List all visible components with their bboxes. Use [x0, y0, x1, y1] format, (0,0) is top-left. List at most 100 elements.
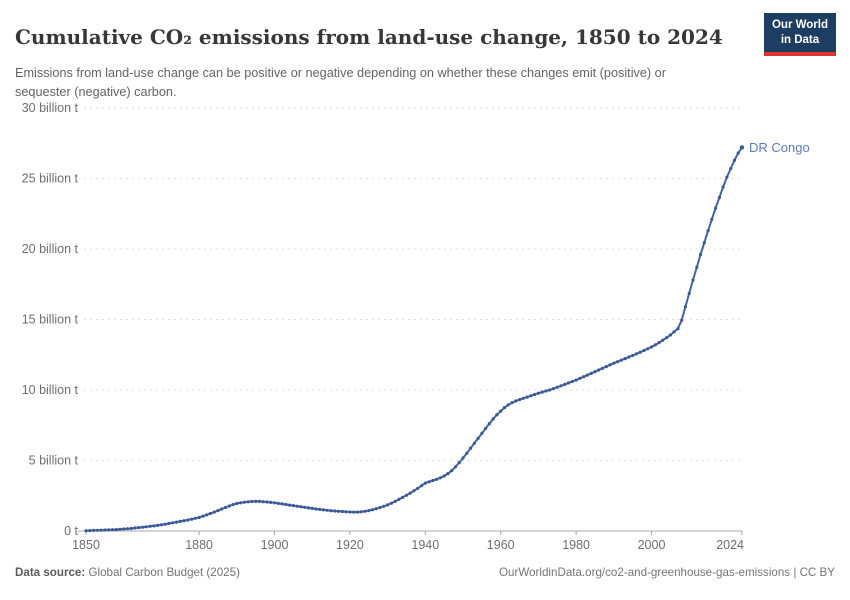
series-markers [84, 145, 744, 533]
x-axis: 1850 1880 1900 1920 1940 1960 1980 2000 2024 [72, 530, 744, 552]
data-point-marker [604, 365, 608, 369]
data-point-marker [506, 403, 510, 407]
data-point-marker [91, 528, 96, 533]
data-point-marker [208, 511, 212, 516]
data-point-marker [363, 509, 367, 513]
data-source-label: Data source: [15, 566, 86, 579]
data-point-marker [329, 509, 333, 513]
data-point-marker [702, 241, 706, 245]
data-point-marker [378, 506, 382, 510]
x-axis-tick-label: 1980 [562, 538, 590, 552]
data-point-marker [653, 343, 657, 347]
citation-link[interactable]: OurWorldinData.org/co2-and-greenhouse-ga… [499, 566, 791, 579]
data-point-marker [582, 375, 586, 379]
data-point-marker [623, 357, 627, 361]
data-point-marker [212, 510, 216, 514]
data-point-marker [156, 523, 160, 528]
data-point-marker [348, 510, 352, 514]
data-point-marker [137, 526, 141, 530]
data-point-marker [284, 502, 288, 507]
data-point-marker [182, 519, 186, 523]
data-point-marker [125, 527, 130, 531]
data-point-marker [638, 350, 642, 354]
chart-title: Cumulative CO₂ emissions from land-use c… [15, 25, 723, 50]
data-point-marker [427, 480, 431, 484]
data-point-marker [95, 528, 99, 532]
data-point-marker [567, 381, 571, 385]
data-point-marker [114, 528, 118, 532]
data-point-marker [223, 505, 228, 510]
data-point-marker [235, 501, 239, 506]
entity-label[interactable]: DR Congo [749, 140, 810, 155]
series-line[interactable] [85, 146, 743, 532]
data-point-marker [163, 522, 167, 526]
data-point-marker [310, 506, 314, 510]
data-point-marker [510, 401, 514, 405]
data-point-marker [254, 499, 258, 503]
x-axis-tick-label: 1920 [336, 538, 364, 552]
data-point-marker [589, 371, 593, 375]
data-point-marker [190, 517, 194, 521]
data-point-marker [303, 505, 307, 509]
data-point-marker [118, 527, 122, 531]
data-point-marker [665, 336, 669, 340]
data-point-marker [597, 368, 601, 372]
license-link[interactable]: CC BY [799, 566, 835, 579]
data-point-marker [525, 395, 529, 399]
data-point-marker [99, 528, 103, 532]
data-point-marker [559, 384, 563, 388]
x-axis-tick-label: 2024 [716, 538, 744, 552]
data-point-marker [107, 528, 111, 532]
data-point-marker [457, 461, 461, 465]
citation-separator: | [790, 566, 800, 579]
data-point-marker [529, 394, 533, 398]
data-point-marker [706, 229, 710, 233]
data-point-marker [325, 508, 329, 512]
data-point-marker [220, 507, 224, 511]
data-point-marker [668, 333, 673, 337]
data-point-marker [306, 506, 310, 510]
data-point-marker [536, 391, 541, 395]
data-point-marker [555, 385, 559, 389]
data-point-marker [186, 518, 190, 522]
data-point-marker [110, 528, 114, 532]
data-point-marker [465, 451, 469, 455]
data-point-marker [389, 501, 393, 505]
data-point-marker [574, 378, 578, 382]
data-point-marker [676, 327, 680, 331]
data-point-marker [239, 501, 243, 505]
x-axis-tick-label: 1900 [261, 538, 289, 552]
data-point-marker [246, 500, 250, 504]
data-point-marker [393, 499, 397, 503]
series-dr-congo[interactable]: DR Congo [84, 140, 810, 533]
data-point-marker [491, 417, 495, 421]
data-point-marker [683, 305, 688, 309]
x-axis-tick-label: 1850 [72, 538, 100, 552]
data-point-marker [261, 500, 265, 504]
data-point-marker [469, 446, 473, 450]
data-point-marker [133, 526, 137, 530]
data-point-marker [627, 355, 631, 359]
data-point-marker [197, 515, 201, 520]
data-point-marker [201, 514, 205, 518]
y-axis-tick-label: 30 billion t [22, 101, 79, 115]
data-point-marker [544, 389, 548, 393]
y-axis-tick-label: 15 billion t [22, 313, 79, 327]
data-point-marker [340, 509, 344, 514]
data-point-marker [548, 388, 552, 392]
data-point-marker [714, 206, 718, 210]
data-point-marker [499, 409, 503, 413]
data-point-marker [631, 353, 635, 358]
data-point-marker [533, 392, 537, 397]
data-point-marker [472, 441, 476, 445]
owid-logo[interactable]: Our World in Data [763, 13, 836, 56]
series-end-marker [739, 145, 745, 150]
data-point-marker [227, 504, 231, 508]
data-point-marker [359, 510, 363, 514]
data-point-marker [480, 431, 484, 435]
data-point-marker [216, 509, 220, 513]
data-point-marker [367, 509, 371, 513]
data-point-marker [374, 507, 378, 511]
data-point-marker [691, 278, 695, 282]
